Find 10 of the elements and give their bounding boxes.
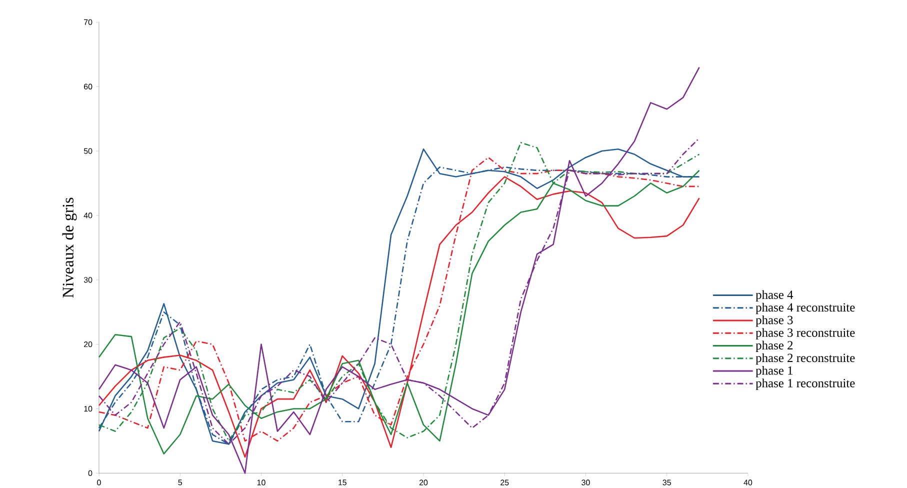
legend-label: phase 4 (756, 290, 794, 302)
legend-label: phase 4 reconstruite (756, 302, 855, 314)
legend-label: phase 2 (756, 340, 793, 352)
y-axis-title: Niveaux de gris (62, 198, 77, 298)
legend-label: phase 3 (756, 315, 793, 327)
legend-label: phase 2 reconstruite (756, 353, 855, 365)
legend-label: phase 3 reconstruite (756, 328, 855, 340)
legend-label: phase 1 reconstruite (756, 378, 855, 390)
line-series (98, 66, 700, 474)
legend-label: phase 1 (756, 366, 793, 378)
